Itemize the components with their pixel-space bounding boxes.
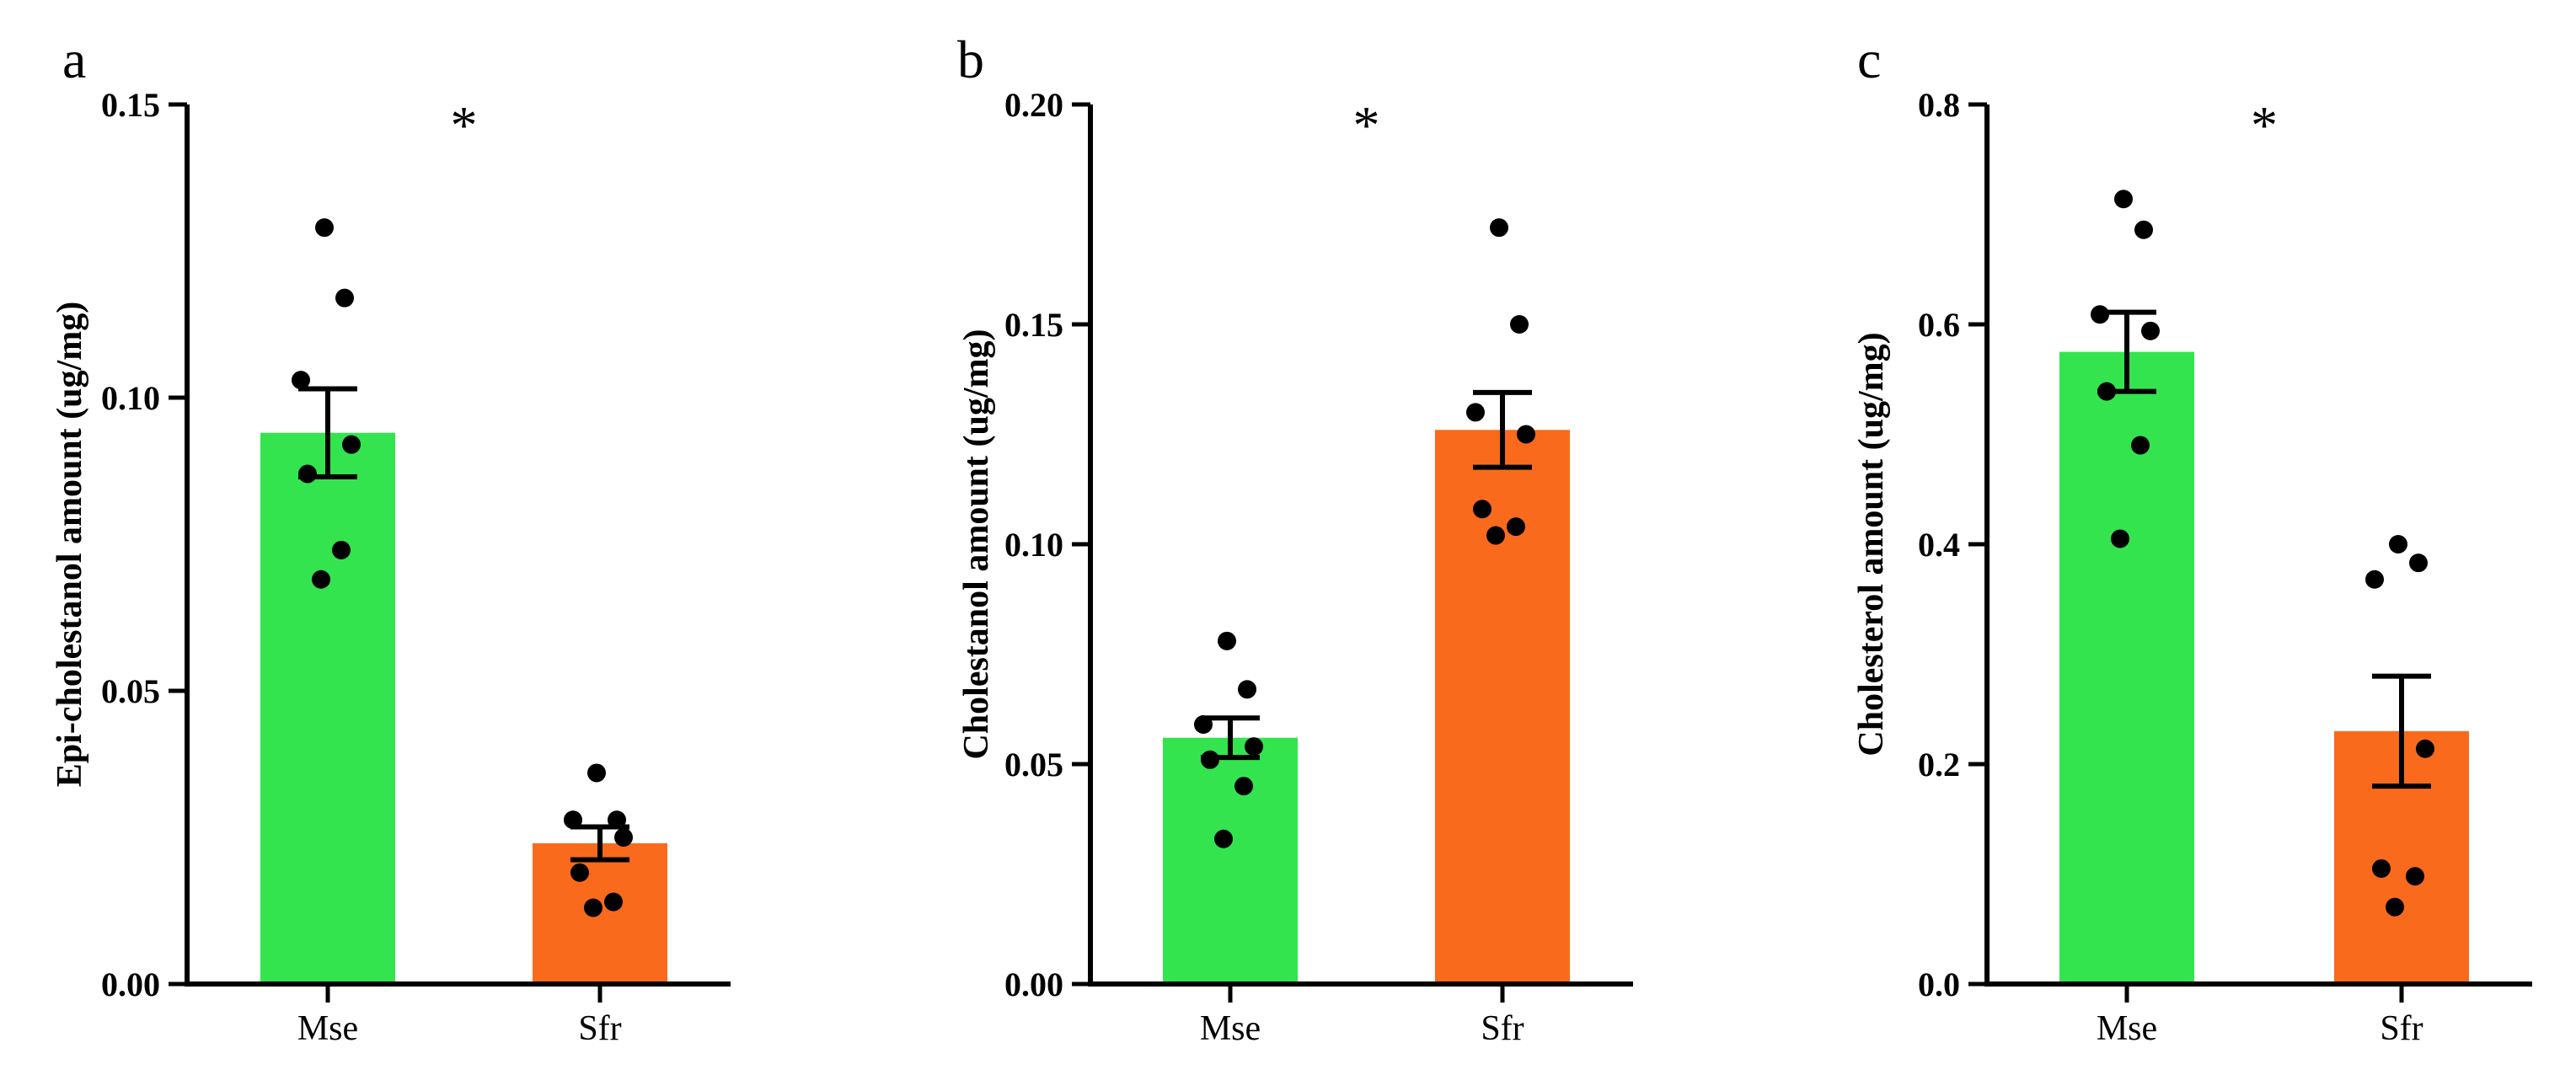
data-point: [2131, 436, 2150, 455]
data-point: [584, 898, 602, 917]
data-point: [1473, 500, 1492, 519]
data-point: [312, 570, 330, 589]
data-point: [1214, 829, 1233, 848]
bar-mse: [1163, 737, 1298, 984]
panel-letter: c: [1857, 29, 1881, 89]
data-point: [298, 464, 317, 484]
data-point: [1510, 315, 1529, 334]
y-tick-label: 0.00: [1004, 965, 1063, 1003]
data-point: [1234, 777, 1253, 796]
y-tick-label: 0.4: [1918, 526, 1960, 564]
data-point: [1466, 403, 1485, 422]
data-point: [1517, 425, 1535, 444]
data-point: [2111, 529, 2129, 548]
y-axis-label: Cholestanol amount (ug/mg): [957, 329, 996, 759]
data-point: [2114, 190, 2133, 209]
panel-letter: a: [62, 29, 86, 89]
y-tick-label: 0.8: [1918, 86, 1960, 124]
data-point: [2372, 858, 2391, 878]
data-point: [1238, 680, 1256, 699]
panel-c: 0.0 0.2 0.4 0.6 0.8 Mse Sfr Cholesterol amount …: [1852, 29, 2532, 1048]
data-point: [2389, 535, 2407, 554]
data-point: [2406, 867, 2424, 886]
y-tick-label: 0.05: [101, 672, 160, 710]
data-point: [1218, 631, 1236, 650]
data-point: [614, 828, 633, 847]
y-tick-label: 0.6: [1918, 306, 1960, 344]
data-point: [332, 540, 351, 559]
data-point: [2416, 739, 2434, 758]
bar-mse: [260, 432, 395, 984]
data-point: [2365, 570, 2384, 589]
data-point: [315, 218, 334, 238]
y-tick-label: 0.15: [1004, 306, 1063, 344]
data-point: [587, 763, 606, 783]
data-point: [604, 892, 623, 912]
y-tick-label: 0.00: [101, 965, 160, 1003]
bar-mse: [2059, 351, 2194, 984]
data-point: [1507, 517, 1525, 537]
data-point: [2141, 321, 2160, 340]
data-point: [570, 863, 589, 882]
data-point: [335, 288, 354, 308]
x-category-label: Mse: [297, 1009, 358, 1048]
y-axis-label: Cholesterol amount (ug/mg): [1852, 332, 1891, 756]
y-axis-label: Epi-cholestanol amount (ug/mg): [51, 302, 89, 787]
significance-marker: *: [2251, 95, 2278, 155]
panel-b: 0.00 0.05 0.10 0.15 0.20 Mse Sfr Cholestanol am…: [957, 29, 1633, 1048]
data-point: [2134, 220, 2153, 239]
x-category-label: Sfr: [578, 1009, 621, 1048]
x-category-label: Sfr: [2380, 1009, 2423, 1048]
data-point: [292, 371, 310, 390]
data-point: [1490, 218, 1508, 238]
y-tick-label: 0.20: [1004, 86, 1063, 124]
data-point: [1486, 526, 1505, 545]
panel-a: 0.00 0.05 0.10 0.15 Mse Sfr Epi-cholestanol am…: [51, 29, 731, 1048]
y-tick-label: 0.2: [1918, 746, 1960, 784]
data-point: [342, 435, 361, 454]
y-tick-label: 0.05: [1004, 746, 1063, 784]
x-category-label: Mse: [2097, 1009, 2157, 1048]
y-tick-label: 0.0: [1918, 965, 1960, 1003]
significance-marker: *: [1353, 95, 1380, 155]
data-point: [2409, 554, 2428, 573]
y-tick-label: 0.10: [101, 379, 160, 417]
significance-marker: *: [451, 95, 478, 155]
y-tick-label: 0.10: [1004, 526, 1063, 564]
x-category-label: Mse: [1200, 1009, 1261, 1048]
x-category-label: Sfr: [1481, 1009, 1524, 1048]
data-point: [2386, 897, 2404, 917]
bar-sfr: [1435, 430, 1570, 984]
y-tick-label: 0.15: [101, 86, 160, 124]
panel-letter: b: [957, 29, 984, 89]
data-point: [1245, 737, 1263, 757]
